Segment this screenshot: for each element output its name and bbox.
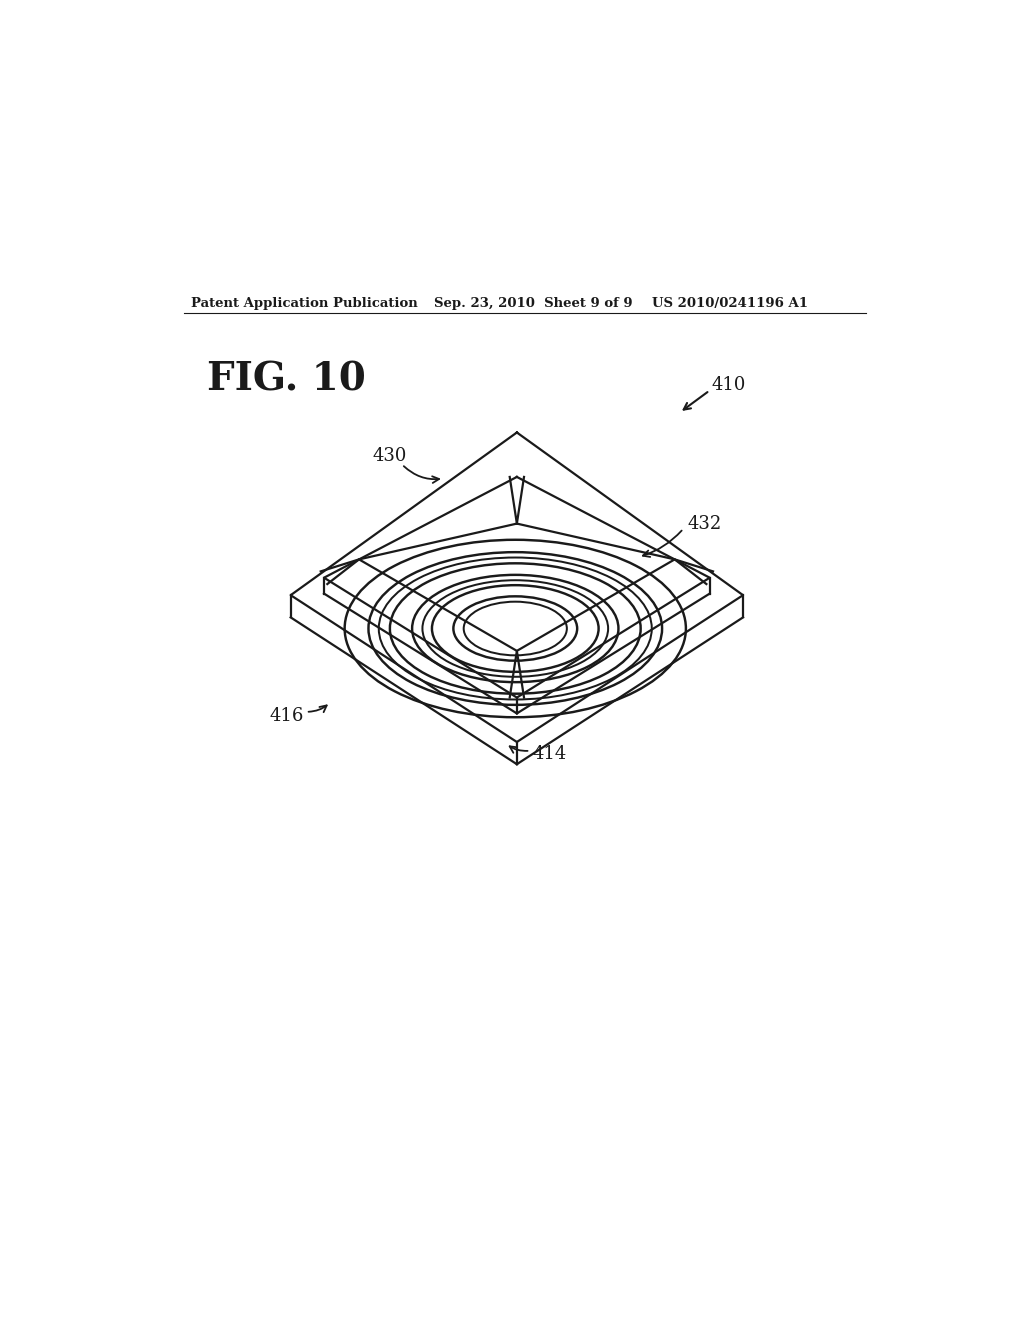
Text: 432: 432 xyxy=(687,515,722,533)
Text: 416: 416 xyxy=(269,706,304,725)
Text: 414: 414 xyxy=(532,744,567,763)
Text: FIG. 10: FIG. 10 xyxy=(207,360,367,399)
Text: Sep. 23, 2010  Sheet 9 of 9: Sep. 23, 2010 Sheet 9 of 9 xyxy=(433,297,632,310)
Text: US 2010/0241196 A1: US 2010/0241196 A1 xyxy=(652,297,808,310)
Text: Patent Application Publication: Patent Application Publication xyxy=(191,297,418,310)
Text: 410: 410 xyxy=(712,376,745,393)
Text: 430: 430 xyxy=(373,447,408,465)
